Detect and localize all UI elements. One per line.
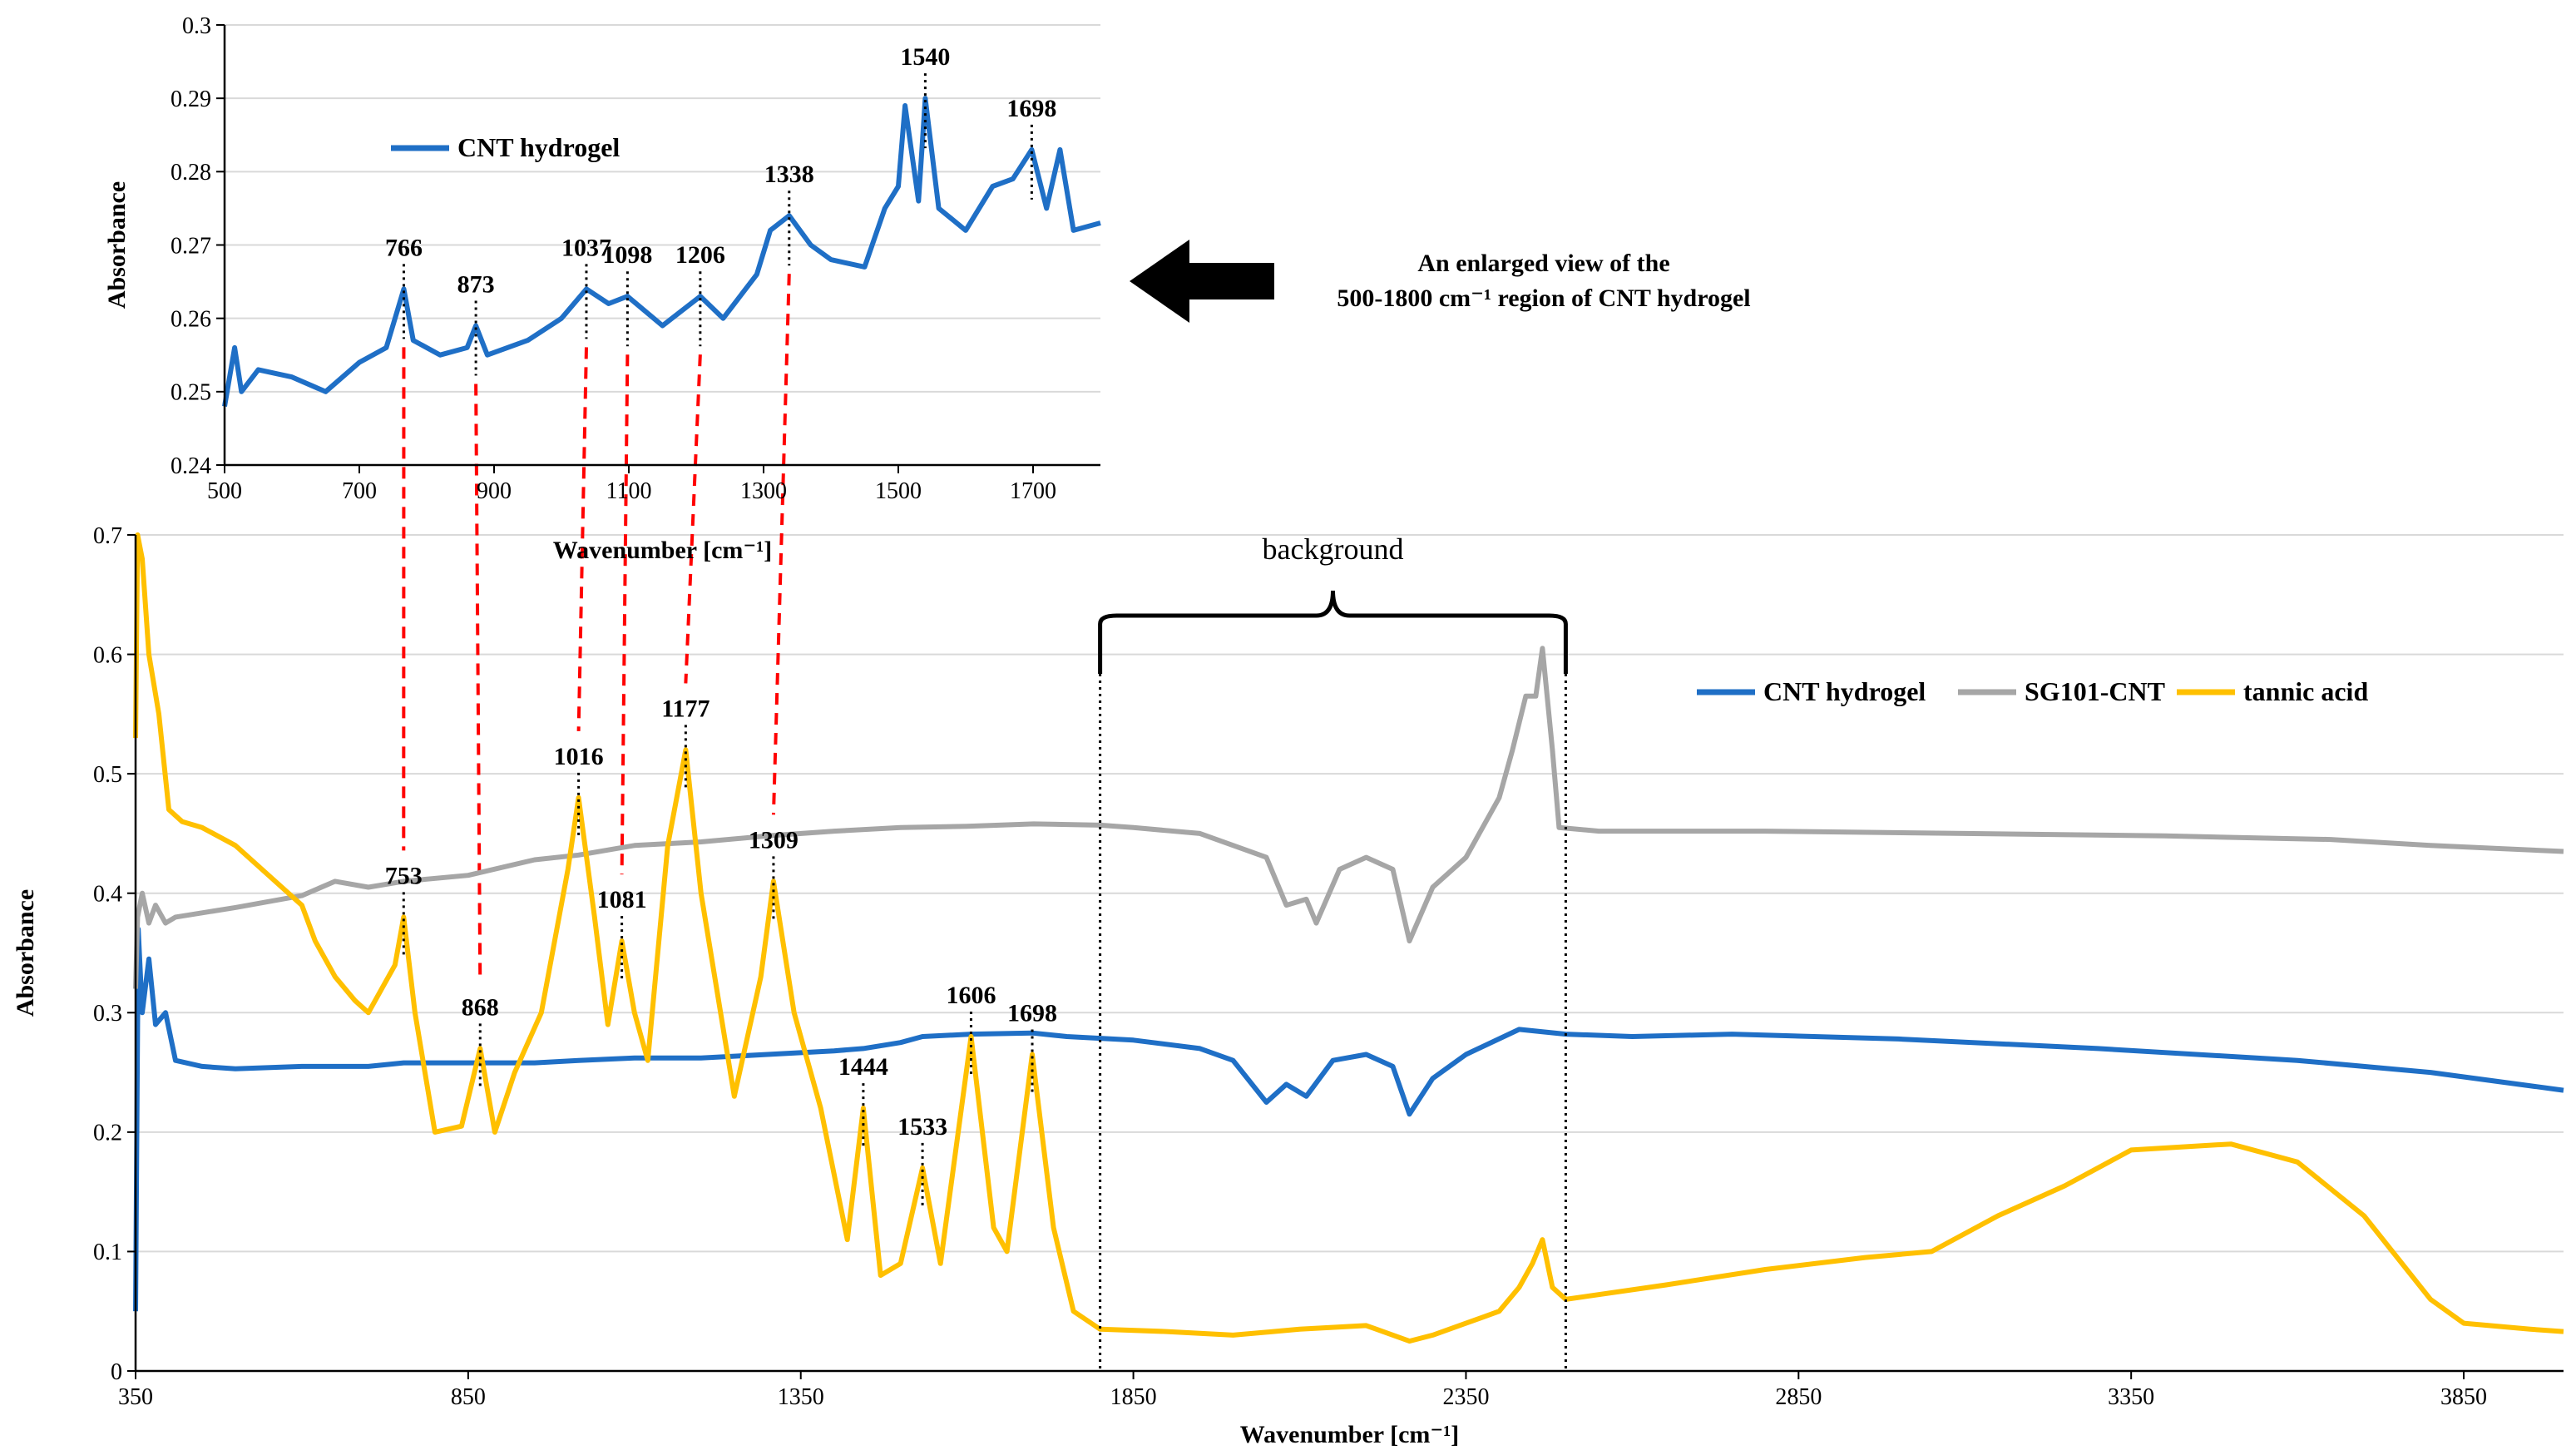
main-x-tick-label: 3350 [2108, 1384, 2154, 1410]
inset-y-tick-label: 0.28 [171, 160, 211, 186]
background-bracket: background [1098, 532, 1568, 1371]
annotation-line-2: 500-1800 cm⁻¹ region of CNT hydrogel [1337, 285, 1750, 312]
main-series-tannic-acid [133, 532, 2564, 1344]
inset-x-tick-label: 1700 [1010, 478, 1056, 504]
main-x-tick-label: 3850 [2440, 1384, 2487, 1410]
main-peak-label: 1698 [1007, 1000, 1057, 1027]
inset-series-cnt-hydrogel [222, 96, 1101, 408]
legends: CNT hydrogel SG101-CNT tannic acid CNT hydr… [391, 132, 2368, 706]
main-peak-label: 1309 [749, 826, 799, 854]
main-peak-label: 1606 [946, 982, 996, 1009]
main-peak-label: 1444 [838, 1053, 888, 1081]
main-y-axis-title: Absorbance [12, 889, 39, 1017]
peak-correspondence-line [771, 274, 791, 815]
main-peak-label: 868 [462, 993, 499, 1021]
inset-x-tick-label: 500 [207, 478, 242, 504]
inset-x-tick-label: 1500 [875, 478, 922, 504]
background-brace [1098, 590, 1568, 674]
main-y-tick-label: 0.5 [93, 762, 122, 788]
inset-y-tick-label: 0.27 [171, 233, 211, 259]
peak-correspondence-lines [402, 274, 791, 982]
main-y-tick-label: 0.1 [93, 1240, 122, 1265]
main-x-tick-label: 350 [118, 1384, 153, 1410]
main-peak-label: 1016 [554, 743, 604, 770]
main-legend-label: SG101-CNT [2025, 676, 2165, 706]
main-y-tick-label: 0.6 [93, 642, 122, 668]
main-series-sg101-cnt [133, 646, 2564, 989]
inset-series-lines [222, 96, 1101, 408]
inset-x-tick-label: 1300 [740, 478, 787, 504]
inset-y-tick-label: 0.26 [171, 306, 211, 332]
inset-y-tick-label: 0.24 [171, 453, 211, 479]
inset-peak-label: 1698 [1006, 95, 1056, 122]
main-legend-label: CNT hydrogel [1763, 676, 1926, 706]
main-y-tick-label: 0.2 [93, 1121, 122, 1146]
inset-x-axis-title: Wavenumber [cm⁻¹] [553, 537, 772, 564]
main-gridlines [136, 534, 2564, 1253]
inset-x-tick-label: 1100 [606, 478, 652, 504]
peak-correspondence-line [474, 384, 482, 982]
main-peak-label: 753 [385, 862, 423, 889]
inset-y-tick-label: 0.29 [171, 87, 211, 112]
inset-y-axis-title: Absorbance [103, 181, 131, 309]
peak-correspondence-line [576, 347, 588, 731]
inset-y-tick-label: 0.25 [171, 380, 211, 406]
inset-x-tick-label: 700 [342, 478, 377, 504]
main-peak-label: 1177 [661, 695, 710, 722]
inset-legend-label: CNT hydrogel [457, 132, 620, 162]
main-legend-label: tannic acid [2243, 676, 2368, 706]
main-x-tick-label: 2850 [1775, 1384, 1822, 1410]
main-x-tick-label: 2350 [1442, 1384, 1489, 1410]
inset-peak-label: 1338 [764, 161, 814, 188]
peak-correspondence-line [684, 354, 702, 684]
inset-peak-label: 873 [457, 270, 495, 298]
main-x-axis-title: Wavenumber [cm⁻¹] [1240, 1421, 1459, 1448]
inset-peak-label: 1098 [602, 241, 652, 269]
main-peak-label: 1533 [897, 1113, 947, 1141]
arrow-annotation: An enlarged view of the 500-1800 cm⁻¹ re… [1130, 240, 1751, 323]
main-series-lines [133, 532, 2564, 1344]
main-peak-label: 1081 [597, 886, 647, 913]
main-y-tick-label: 0 [111, 1359, 122, 1385]
main-y-tick-label: 0.3 [93, 1001, 122, 1027]
main-x-tick-label: 1350 [778, 1384, 824, 1410]
inset-peak-label: 766 [385, 234, 423, 261]
peak-labels: 753 868 1016 1081 1177 1309 1444 1533 1606 1698 76… [385, 43, 1057, 1210]
peak-correspondence-line [620, 354, 630, 875]
inset-peak-label: 1206 [675, 241, 725, 269]
annotation-line-1: An enlarged view of the [1417, 250, 1669, 277]
main-y-tick-label: 0.7 [93, 523, 122, 549]
main-x-tick-label: 850 [451, 1384, 486, 1410]
main-x-tick-label: 1850 [1110, 1384, 1157, 1410]
left-arrow-icon [1130, 240, 1274, 323]
inset-gridlines [225, 24, 1100, 393]
inset-x-tick-label: 900 [477, 478, 512, 504]
inset-peak-label: 1037 [561, 234, 611, 261]
axes: 0 0.1 0.2 0.3 0.4 0.5 0.6 0.7 350 850 1350 1850 2350… [12, 13, 2564, 1448]
background-label: background [1263, 532, 1404, 566]
main-y-tick-label: 0.4 [93, 882, 122, 908]
inset-peak-label: 1540 [900, 43, 950, 71]
inset-y-tick-label: 0.3 [182, 13, 211, 39]
